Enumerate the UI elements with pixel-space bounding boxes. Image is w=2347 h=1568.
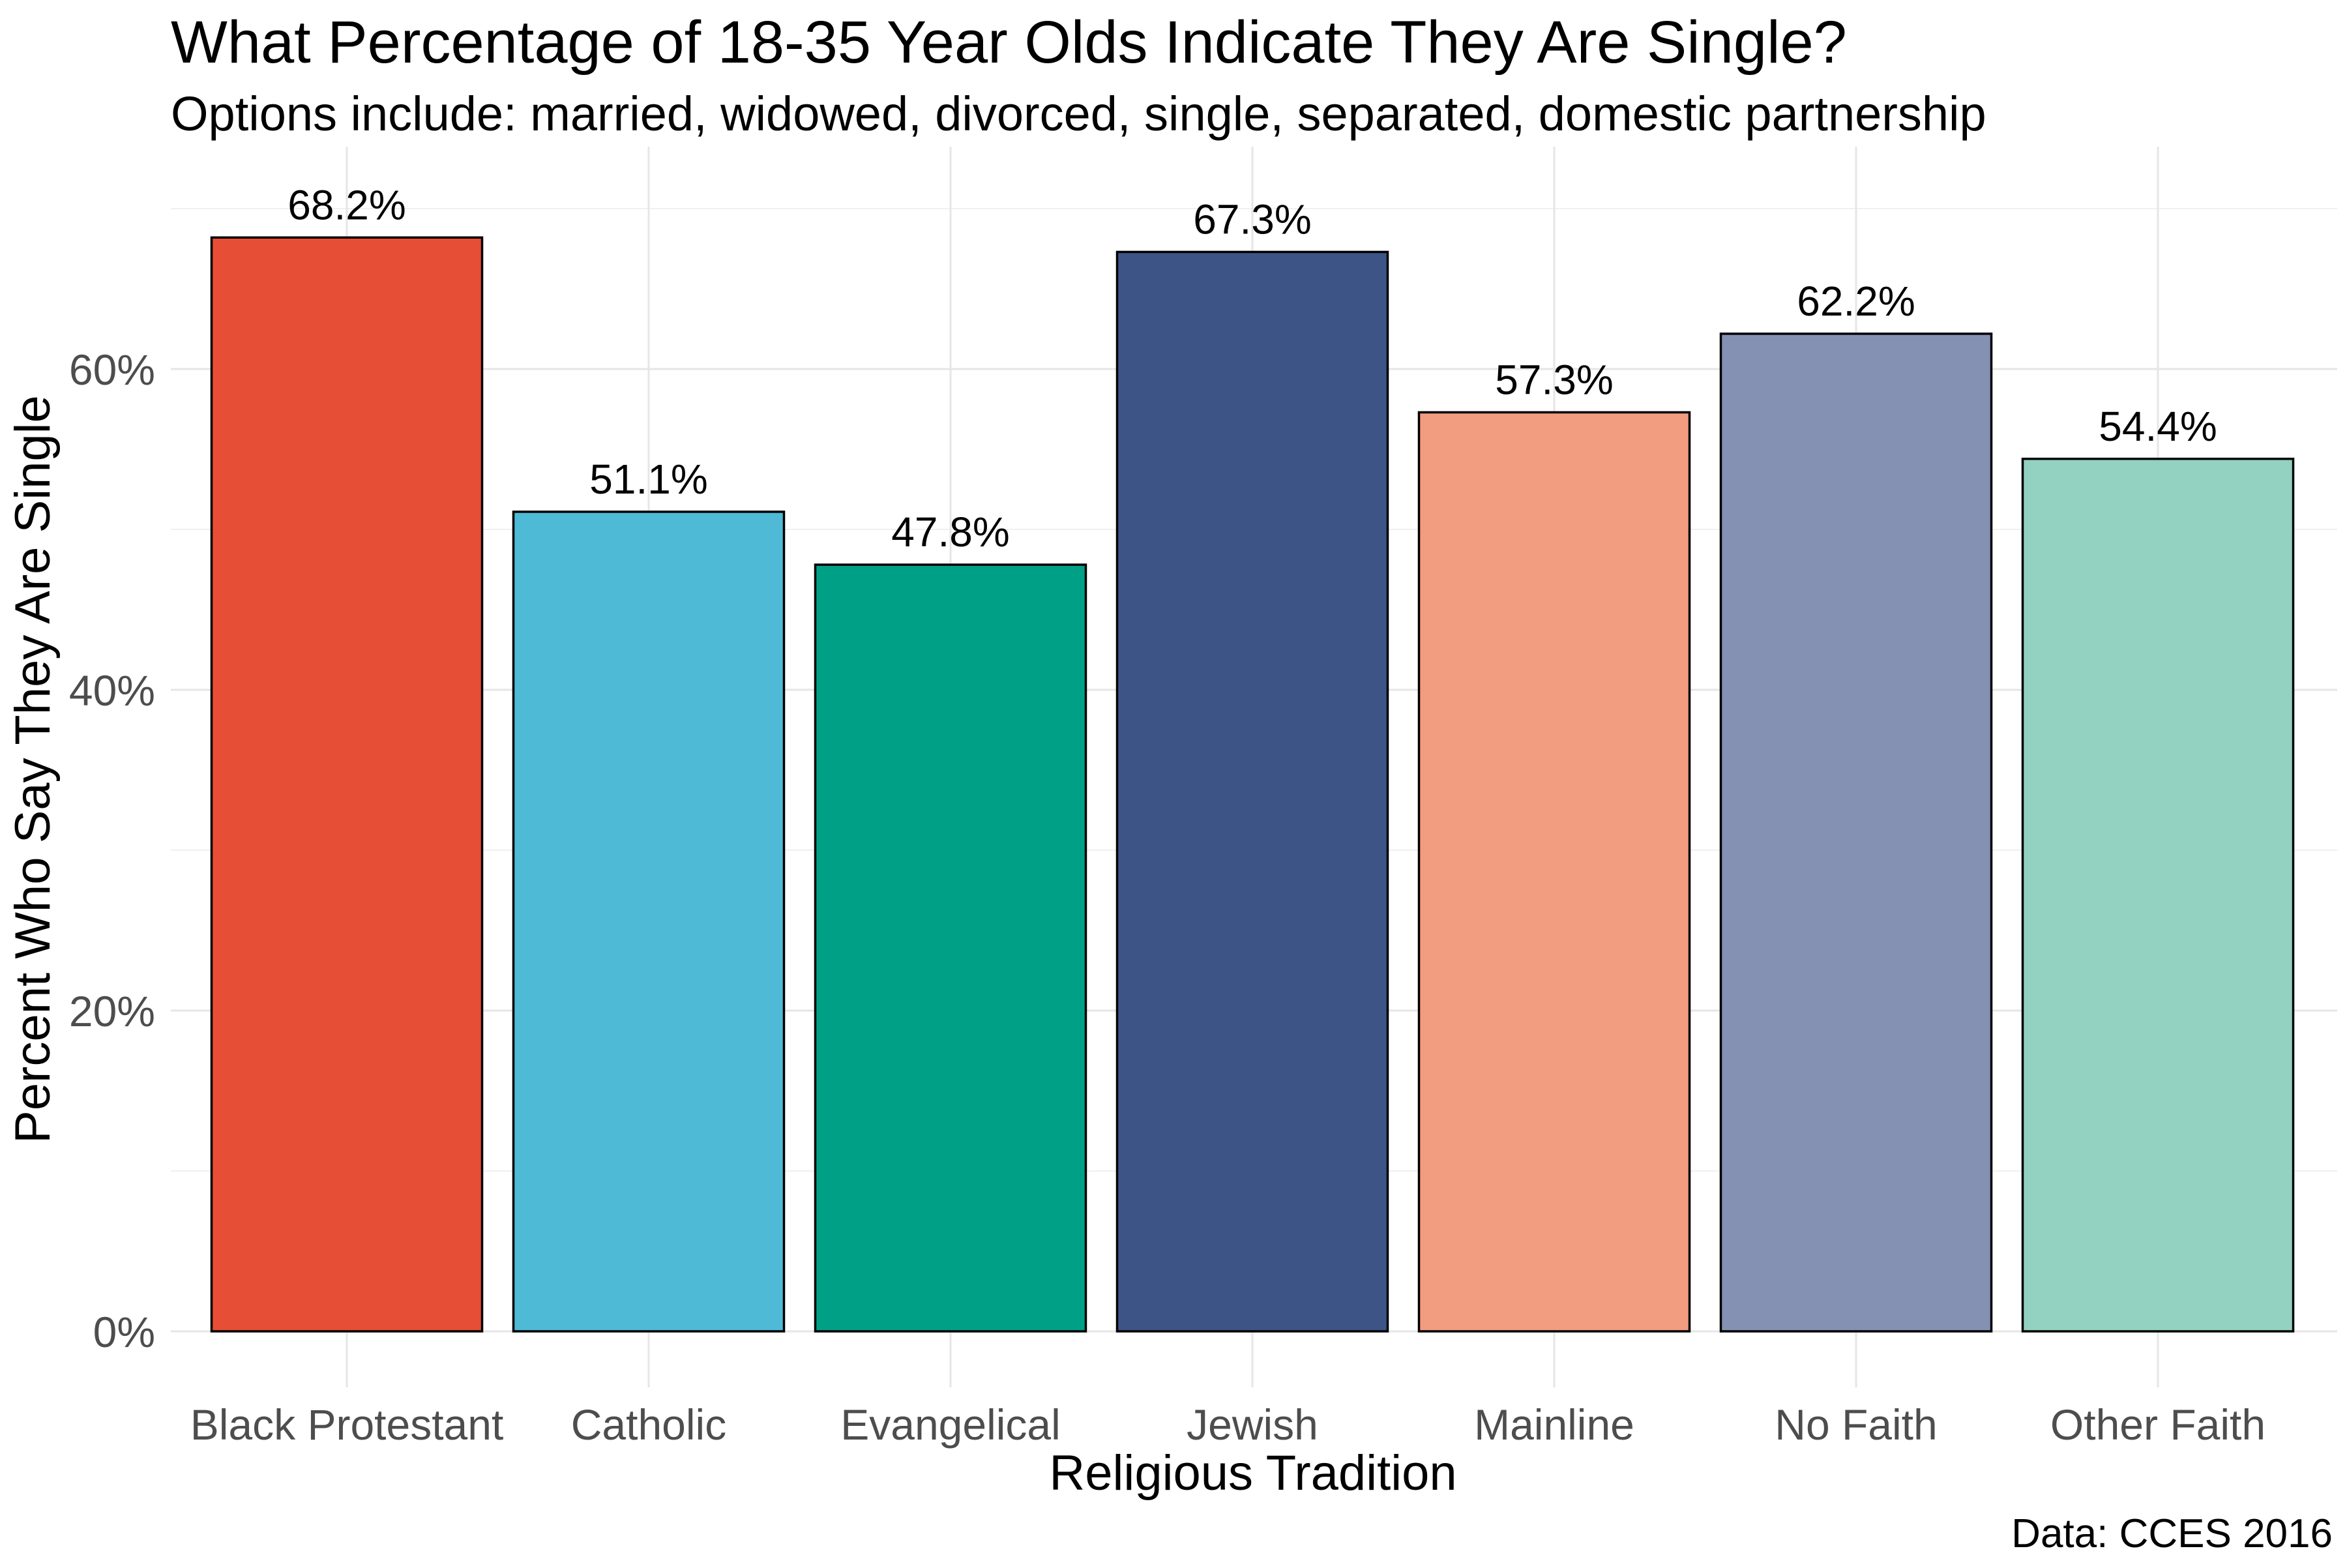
bar-value-labels: 68.2% 51.1% 47.8% 67.3% 57.3% 62.2% 54.4%	[288, 181, 2217, 555]
bar	[210, 236, 484, 1333]
bar-value-label: 67.3%	[1193, 196, 1311, 243]
bar	[1417, 411, 1691, 1333]
y-tick-label: 40%	[69, 666, 155, 715]
chart-caption: Data: CCES 2016	[2011, 1511, 2333, 1556]
x-tick-label: Evangelical	[840, 1400, 1061, 1449]
x-tick-label: No Faith	[1775, 1400, 1937, 1449]
bar	[1115, 250, 1389, 1333]
x-tick-label: Other Faith	[2050, 1400, 2266, 1449]
x-tick-label: Black Protestant	[190, 1400, 504, 1449]
bar	[1719, 333, 1993, 1333]
bar-value-label: 62.2%	[1797, 278, 1915, 325]
y-axis-tick-labels: 0% 20% 40% 60%	[69, 346, 155, 1356]
x-tick-label: Jewish	[1187, 1400, 1318, 1449]
bars	[210, 236, 2295, 1333]
chart-subtitle: Options include: married, widowed, divor…	[171, 87, 1986, 141]
y-tick-label: 60%	[69, 346, 155, 394]
x-axis-title: Religious Tradition	[1049, 1445, 1456, 1501]
y-tick-label: 20%	[69, 987, 155, 1035]
y-axis-title: Percent Who Say They Are Single	[5, 395, 61, 1144]
x-tick-label: Catholic	[571, 1400, 726, 1449]
bar-value-label: 51.1%	[589, 456, 707, 503]
bar	[814, 563, 1087, 1333]
bar	[2021, 458, 2295, 1333]
x-axis-tick-labels: Black Protestant Catholic Evangelical Jewis…	[190, 1400, 2266, 1449]
bar-value-label: 57.3%	[1495, 356, 1613, 403]
bar-value-label: 47.8%	[891, 509, 1009, 555]
bar	[512, 510, 786, 1333]
bar-value-label: 68.2%	[288, 181, 406, 228]
chart-title: What Percentage of 18-35 Year Olds Indic…	[171, 9, 1847, 76]
bar-value-label: 54.4%	[2099, 403, 2217, 450]
x-tick-label: Mainline	[1474, 1400, 1634, 1449]
y-tick-label: 0%	[93, 1308, 155, 1356]
